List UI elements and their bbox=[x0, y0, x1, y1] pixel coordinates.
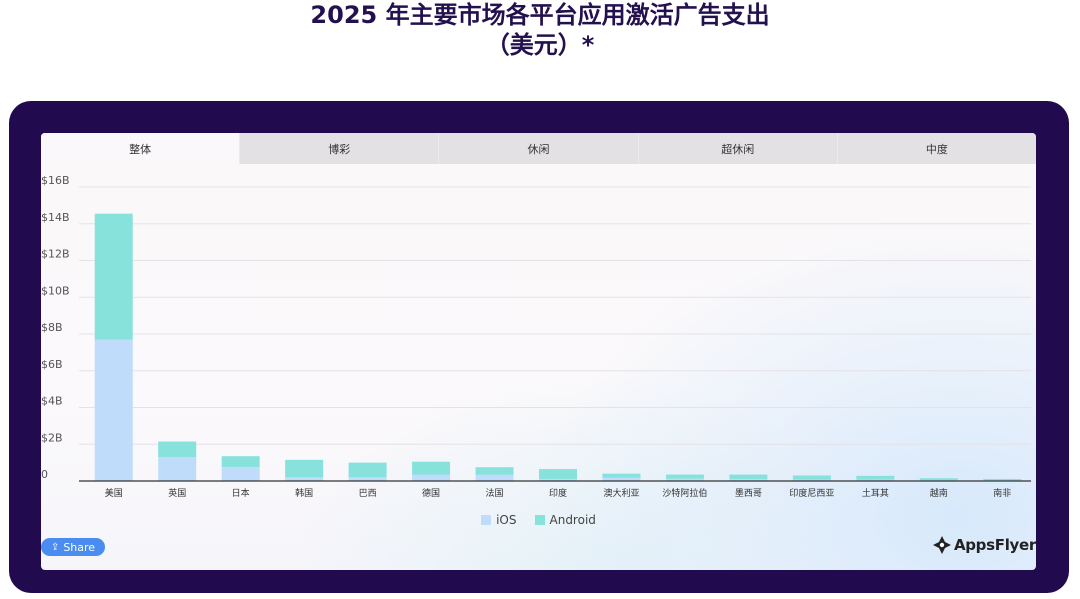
y-tick-label: $12B bbox=[41, 248, 70, 261]
bar-ios[interactable] bbox=[221, 467, 260, 481]
y-tick-label: $8B bbox=[41, 321, 63, 334]
bar-ios[interactable] bbox=[729, 479, 768, 481]
tab-casual[interactable]: 休闲 bbox=[438, 133, 637, 164]
bar-android[interactable] bbox=[539, 469, 577, 480]
bar-android[interactable] bbox=[856, 475, 895, 480]
share-label: Share bbox=[63, 540, 96, 554]
x-tick-label: 墨西哥 bbox=[735, 488, 762, 499]
legend-swatch-android bbox=[534, 515, 545, 525]
y-tick-label: $2B bbox=[41, 431, 63, 444]
bar-ios[interactable] bbox=[665, 478, 704, 481]
x-tick-label: 土耳其 bbox=[862, 487, 889, 499]
legend-label-ios: iOS bbox=[496, 513, 517, 527]
legend: iOS Android bbox=[41, 513, 1036, 527]
bar-android[interactable] bbox=[348, 462, 387, 478]
bar-ios[interactable] bbox=[285, 477, 324, 481]
tab-midcore[interactable]: 中度 bbox=[836, 133, 1036, 164]
bar-ios[interactable] bbox=[348, 477, 387, 481]
y-tick-label: $10B bbox=[41, 284, 70, 297]
bar-android[interactable] bbox=[475, 467, 514, 475]
bar-android[interactable] bbox=[919, 478, 958, 481]
x-tick-label: 印度 bbox=[549, 487, 567, 499]
x-tick-label: 德国 bbox=[422, 487, 440, 499]
bar-android[interactable] bbox=[158, 441, 197, 458]
x-tick-label: 美国 bbox=[105, 487, 123, 499]
page-title-line1: 2025 年主要市场各平台应用激活广告支出 bbox=[310, 1, 770, 29]
legend-swatch-ios bbox=[481, 515, 492, 525]
x-tick-label: 沙特阿拉伯 bbox=[662, 487, 707, 499]
x-tick-label: 韩国 bbox=[295, 487, 313, 499]
bar-ios[interactable] bbox=[94, 339, 133, 481]
bar-chart: 0 $2B $4B $6B $8B $10B $12B $14B $16B 美国 英国 日本 韩国 巴西 德… bbox=[41, 174, 1031, 499]
bar-android[interactable] bbox=[665, 474, 704, 479]
y-tick-label: $6B bbox=[41, 358, 63, 371]
bar-ios[interactable] bbox=[158, 457, 197, 481]
bar-ios[interactable] bbox=[856, 479, 895, 481]
bar-android[interactable] bbox=[602, 473, 641, 478]
tab-overall[interactable]: 整体 bbox=[41, 133, 240, 164]
y-tick-label: 0 bbox=[41, 468, 48, 481]
bar-ios[interactable] bbox=[792, 479, 831, 481]
tab-bar: 整体 博彩 休闲 超休闲 中度 bbox=[41, 133, 1036, 164]
x-tick-label: 印度尼西亚 bbox=[789, 487, 834, 499]
x-tick-label: 英国 bbox=[168, 487, 186, 499]
bar-android[interactable] bbox=[94, 213, 133, 340]
legend-label-android: Android bbox=[549, 513, 596, 527]
x-tick-label: 日本 bbox=[232, 487, 250, 499]
page-title-line2: （美元）* bbox=[485, 31, 595, 59]
x-tick-label: 越南 bbox=[930, 487, 948, 499]
page-title: 2025 年主要市场各平台应用激活广告支出 （美元）* bbox=[0, 0, 1080, 60]
y-tick-label: $16B bbox=[41, 174, 70, 187]
bar-ios[interactable] bbox=[412, 474, 451, 481]
bar-android[interactable] bbox=[983, 478, 1022, 481]
bar-android[interactable] bbox=[285, 459, 324, 478]
bar-android[interactable] bbox=[221, 456, 260, 468]
bar-ios[interactable] bbox=[539, 479, 577, 481]
y-tick-label: $14B bbox=[41, 211, 70, 224]
tab-hypercasual[interactable]: 超休闲 bbox=[637, 133, 837, 164]
legend-item-ios[interactable]: iOS bbox=[481, 513, 517, 527]
bar-ios[interactable] bbox=[602, 477, 641, 481]
share-icon: ⇪ bbox=[50, 541, 60, 553]
share-button[interactable]: ⇪ Share bbox=[41, 538, 105, 556]
appsflyer-logo: AppsFlyer bbox=[932, 535, 1036, 555]
x-tick-label: 巴西 bbox=[359, 488, 377, 499]
bar-ios[interactable] bbox=[475, 474, 514, 481]
x-tick-label: 法国 bbox=[486, 487, 504, 499]
legend-item-android[interactable]: Android bbox=[534, 513, 596, 527]
appsflyer-logo-icon bbox=[932, 536, 951, 554]
tab-gambling[interactable]: 博彩 bbox=[239, 133, 438, 164]
x-tick-label: 澳大利亚 bbox=[603, 487, 639, 499]
bar-android[interactable] bbox=[729, 474, 768, 480]
bar-android[interactable] bbox=[412, 461, 451, 475]
chart-card: 整体 博彩 休闲 超休闲 中度 0 $2B $4B $6B $8B $10B $12B $14… bbox=[41, 133, 1036, 570]
brand-name: AppsFlyer bbox=[953, 536, 1036, 554]
y-tick-label: $4B bbox=[41, 395, 63, 408]
x-tick-label: 南非 bbox=[993, 487, 1011, 499]
bar-android[interactable] bbox=[792, 475, 831, 480]
